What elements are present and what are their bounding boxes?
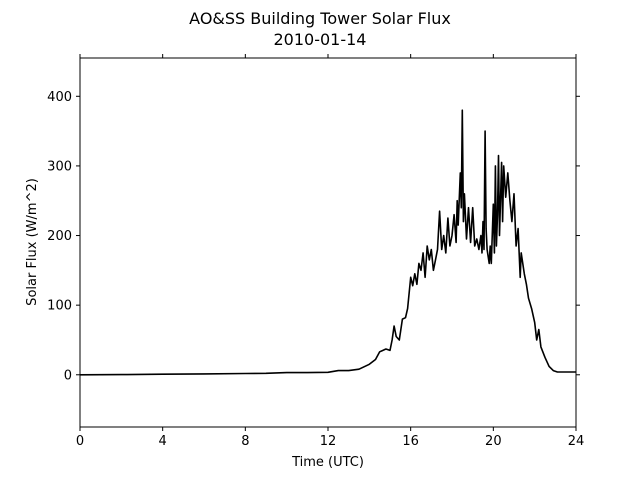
y-tick-label: 100 — [47, 299, 72, 314]
series-line-0 — [79, 109, 576, 376]
x-tick-label: 12 — [320, 434, 337, 449]
chart-subtitle: 2010-01-14 — [274, 30, 367, 49]
y-tick-label: 300 — [47, 159, 72, 174]
y-ticks: 0 100 200 300 400 — [47, 90, 580, 383]
y-tick-label: 200 — [47, 229, 72, 244]
x-tick-label: 8 — [241, 434, 249, 449]
y-axis-label: Solar Flux (W/m^2) — [25, 178, 40, 306]
x-tick-label: 0 — [76, 434, 84, 449]
x-tick-label: 24 — [568, 434, 585, 449]
x-tick-label: 4 — [159, 434, 167, 449]
y-tick-label: 400 — [47, 90, 72, 105]
y-tick-label: 0 — [64, 368, 72, 383]
x-axis-label: Time (UTC) — [291, 455, 364, 470]
x-tick-label: 16 — [402, 434, 419, 449]
x-ticks: 0 4 8 12 16 20 24 — [76, 54, 584, 449]
chart-title: AO&SS Building Tower Solar Flux — [189, 9, 451, 28]
x-tick-label: 20 — [485, 434, 502, 449]
plot-area — [79, 109, 576, 376]
